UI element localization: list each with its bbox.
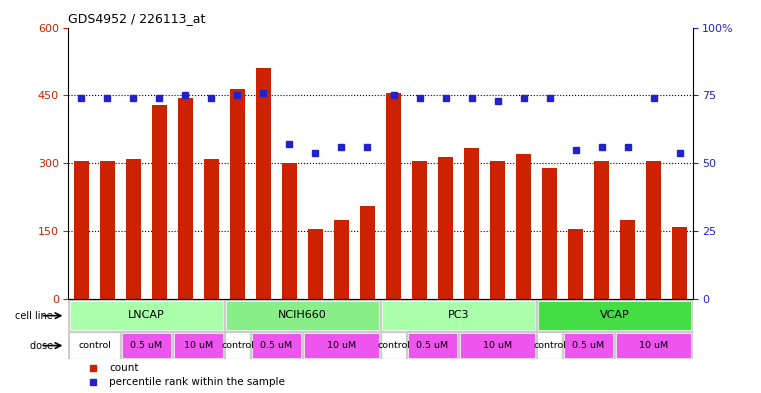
Text: PC3: PC3 — [447, 310, 470, 320]
Bar — [464, 148, 479, 299]
Bar — [226, 333, 249, 358]
Text: cell line: cell line — [15, 311, 56, 321]
Text: NCIH660: NCIH660 — [278, 310, 327, 320]
Bar — [673, 227, 686, 299]
Bar — [490, 161, 505, 299]
Bar — [152, 105, 167, 299]
Text: control: control — [221, 340, 254, 349]
Bar — [387, 93, 400, 299]
Text: control: control — [78, 340, 111, 349]
Bar — [564, 333, 613, 358]
Bar — [517, 154, 530, 299]
Text: 10 uM: 10 uM — [639, 340, 668, 349]
Text: control: control — [533, 340, 566, 349]
Bar — [126, 159, 141, 299]
Bar — [308, 229, 323, 299]
Bar — [616, 333, 691, 358]
Bar — [620, 220, 635, 299]
Bar — [568, 229, 583, 299]
Text: GDS4952 / 226113_at: GDS4952 / 226113_at — [68, 12, 206, 25]
Text: dose: dose — [30, 341, 56, 351]
Bar — [334, 220, 349, 299]
Text: 0.5 uM: 0.5 uM — [260, 340, 292, 349]
Bar — [538, 333, 561, 358]
Bar — [361, 206, 374, 299]
Bar — [205, 159, 218, 299]
Bar — [256, 68, 271, 299]
Bar — [304, 333, 379, 358]
Bar — [594, 161, 609, 299]
Bar — [438, 157, 453, 299]
Bar — [382, 333, 405, 358]
Text: 10 uM: 10 uM — [327, 340, 356, 349]
Bar — [70, 333, 119, 358]
Text: count: count — [109, 362, 139, 373]
Text: LNCAP: LNCAP — [128, 310, 165, 320]
Text: VCAP: VCAP — [600, 310, 629, 320]
Bar — [543, 168, 556, 299]
Text: 0.5 uM: 0.5 uM — [130, 340, 163, 349]
Bar — [100, 161, 115, 299]
Text: control: control — [377, 340, 410, 349]
Bar — [174, 333, 223, 358]
Bar — [75, 161, 88, 299]
Bar — [231, 89, 244, 299]
Text: 0.5 uM: 0.5 uM — [416, 340, 448, 349]
Bar — [382, 301, 535, 331]
Bar — [460, 333, 535, 358]
Bar — [122, 333, 171, 358]
Bar — [178, 98, 193, 299]
Bar — [282, 163, 297, 299]
Text: percentile rank within the sample: percentile rank within the sample — [109, 378, 285, 387]
Text: 10 uM: 10 uM — [483, 340, 512, 349]
Bar — [70, 301, 223, 331]
Text: 10 uM: 10 uM — [184, 340, 213, 349]
Bar — [252, 333, 301, 358]
Bar — [412, 161, 427, 299]
Bar — [408, 333, 457, 358]
Bar — [226, 301, 379, 331]
Bar — [646, 161, 661, 299]
Bar — [538, 301, 691, 331]
Text: 0.5 uM: 0.5 uM — [572, 340, 604, 349]
